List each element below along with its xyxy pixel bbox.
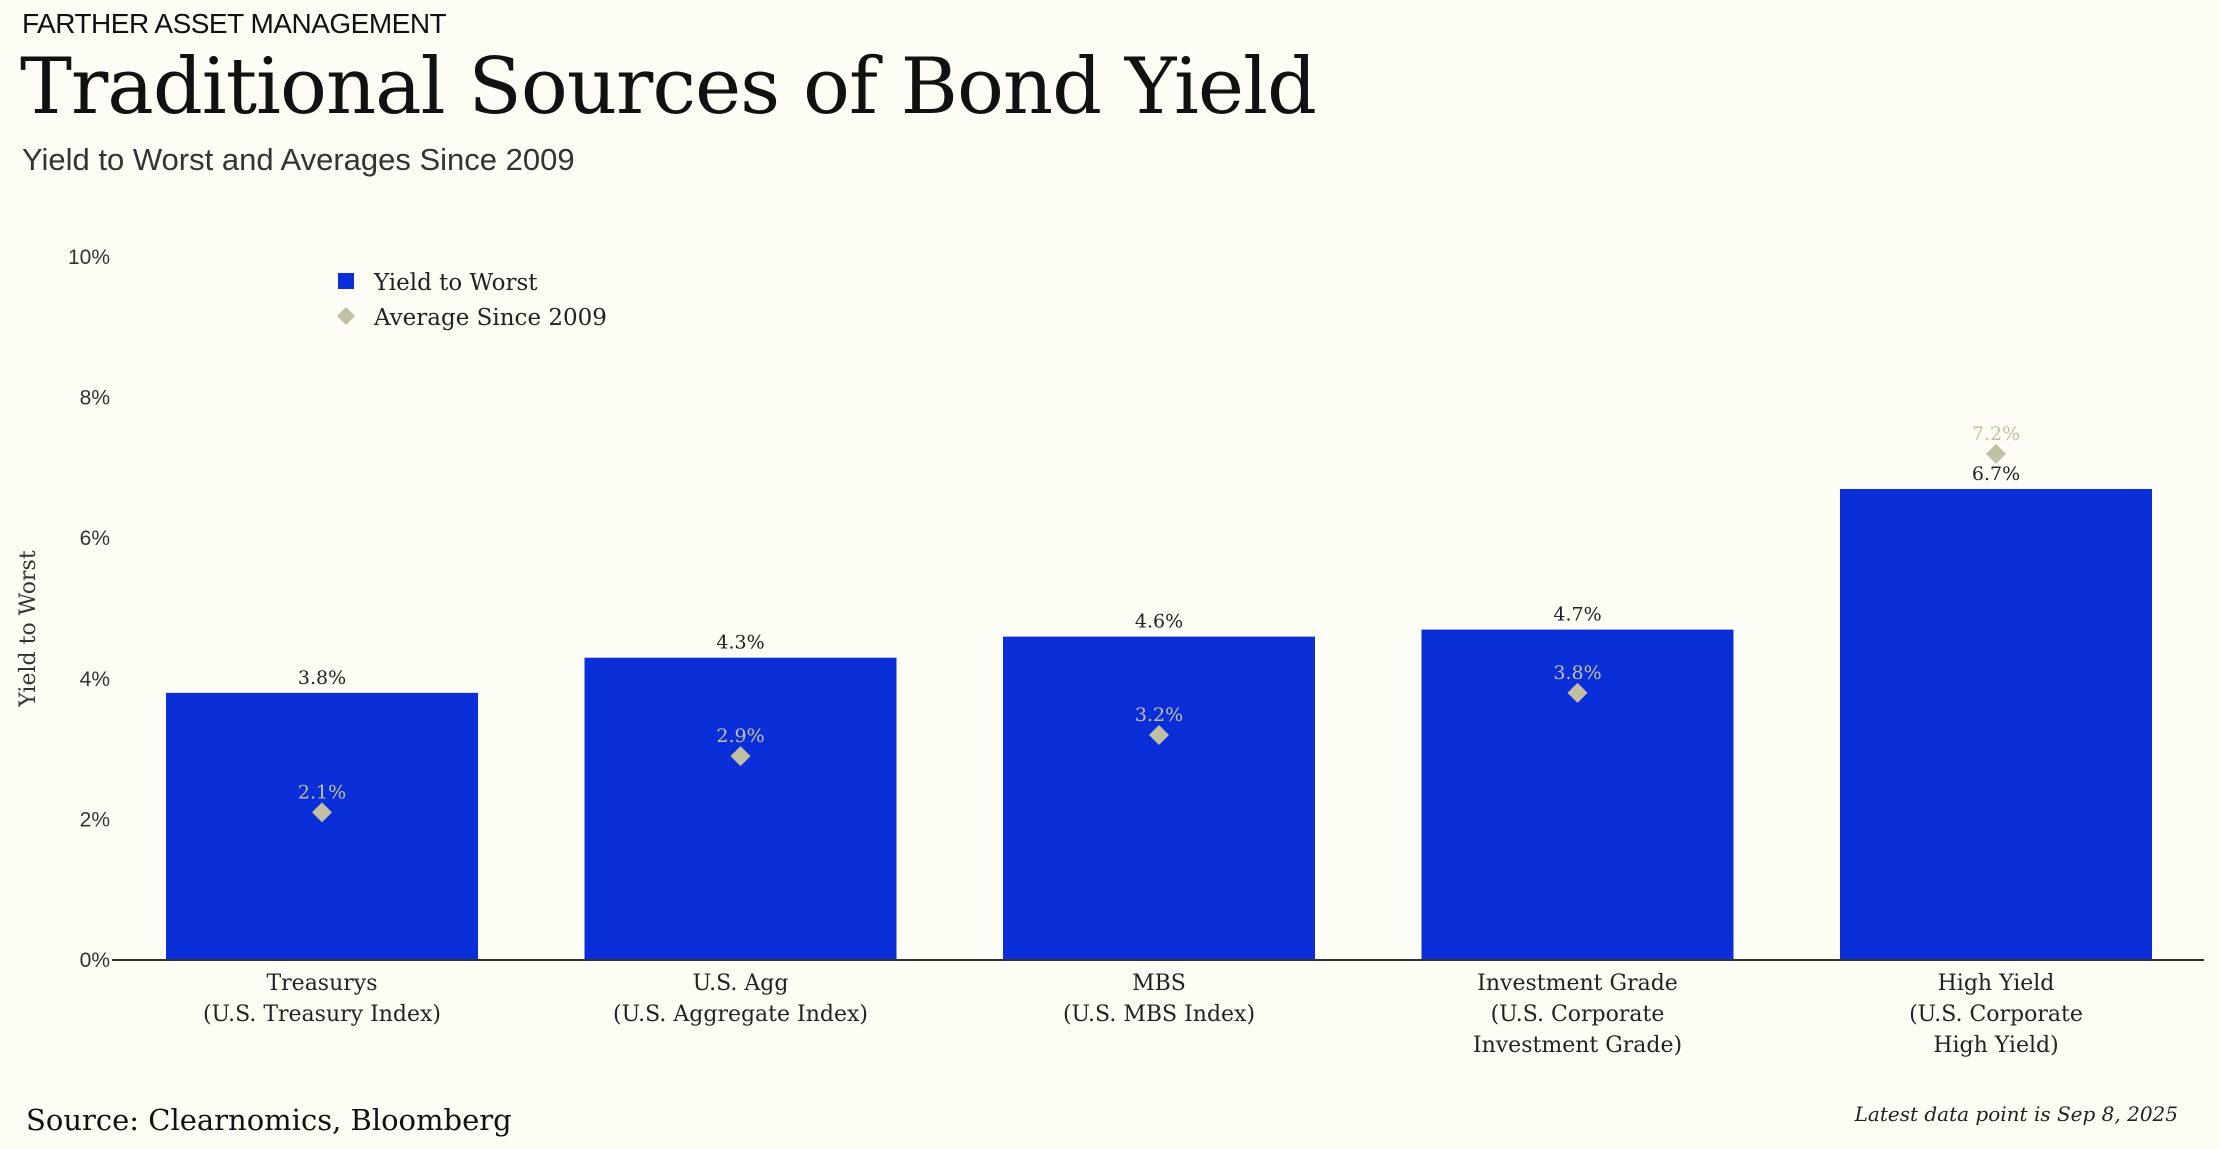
average-value-label: 3.8% xyxy=(1553,662,1601,684)
x-category-label: (U.S. MBS Index) xyxy=(1063,1002,1255,1027)
x-category-label: (U.S. Corporate xyxy=(1909,1002,2083,1027)
page-title: Traditional Sources of Bond Yield xyxy=(20,42,1317,132)
average-marker xyxy=(1986,443,2006,464)
x-category-label: Treasurys xyxy=(266,971,377,996)
y-tick-label: 10% xyxy=(68,246,110,269)
y-axis: 0% 2% 4% 6% 8% 10% Yield to Worst xyxy=(16,246,110,972)
average-marker xyxy=(730,746,751,767)
average-marker xyxy=(312,802,332,823)
bar xyxy=(1003,636,1315,960)
x-category-label: (U.S. Aggregate Index) xyxy=(613,1002,868,1027)
legend-bar-swatch xyxy=(338,273,354,289)
average-marker xyxy=(1149,725,1169,746)
bar xyxy=(1840,488,2152,960)
y-tick-label: 2% xyxy=(80,808,110,831)
y-axis-label: Yield to Worst xyxy=(16,550,41,708)
source-note: Source: Clearnomics, Bloomberg xyxy=(26,1103,512,1137)
bar-series: 3.8% 4.3% 4.6% 4.7% 6.7% xyxy=(166,463,2152,960)
bar xyxy=(166,692,478,960)
x-category-label: Investment Grade) xyxy=(1473,1033,1682,1058)
x-category-label: Investment Grade xyxy=(1477,971,1678,996)
x-category-label: (U.S. Treasury Index) xyxy=(203,1002,441,1027)
legend-label: Average Since 2009 xyxy=(373,305,607,331)
y-tick-label: 0% xyxy=(80,949,110,972)
latest-data-note: Latest data point is Sep 8, 2025 xyxy=(1854,1102,2178,1126)
bar-value-label: 6.7% xyxy=(1972,463,2020,485)
bar xyxy=(584,657,897,960)
average-value-label: 7.2% xyxy=(1972,423,2020,445)
legend-label: Yield to Worst xyxy=(373,270,538,296)
x-category-label: High Yield xyxy=(1938,971,2055,996)
brand-name: FARTHER ASSET MANAGEMENT xyxy=(22,8,447,39)
chart-subtitle: Yield to Worst and Averages Since 2009 xyxy=(22,142,575,177)
y-tick-label: 8% xyxy=(80,387,110,410)
average-value-label: 3.2% xyxy=(1135,704,1183,726)
average-series: 2.1% 2.9% 3.2% 3.8% 7.2% xyxy=(298,423,2020,823)
y-tick-label: 4% xyxy=(80,668,110,691)
bar-value-label: 4.7% xyxy=(1553,604,1601,626)
average-value-label: 2.1% xyxy=(298,781,346,803)
x-category-label: High Yield) xyxy=(1933,1033,2058,1058)
bar-value-label: 3.8% xyxy=(298,667,346,689)
x-category-label: (U.S. Corporate xyxy=(1491,1002,1665,1027)
legend: Yield to Worst Average Since 2009 xyxy=(337,270,607,331)
x-category-label: U.S. Agg xyxy=(693,971,789,996)
x-axis: Treasurys (U.S. Treasury Index) U.S. Agg (U… xyxy=(112,959,2204,1058)
bar-value-label: 4.6% xyxy=(1135,611,1183,633)
x-category-label: MBS xyxy=(1132,971,1186,996)
y-tick-label: 6% xyxy=(80,527,110,550)
average-value-label: 2.9% xyxy=(716,725,764,747)
legend-diamond-swatch xyxy=(337,307,355,325)
average-marker xyxy=(1567,682,1588,703)
bar-value-label: 4.3% xyxy=(716,632,764,654)
